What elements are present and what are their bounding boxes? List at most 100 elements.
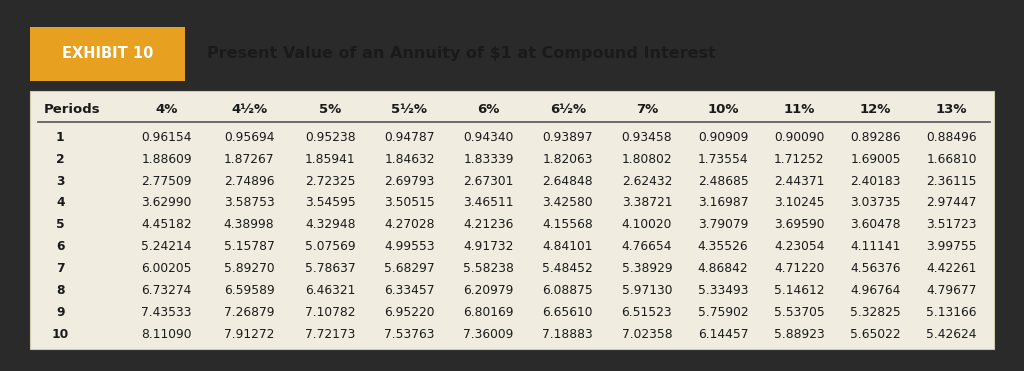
Text: Present Value of an Annuity of $1 at Compound Interest: Present Value of an Annuity of $1 at Com… bbox=[207, 46, 716, 61]
Text: 2.67301: 2.67301 bbox=[464, 174, 514, 187]
Text: 2.62432: 2.62432 bbox=[622, 174, 672, 187]
Text: 3.46511: 3.46511 bbox=[463, 196, 514, 209]
Text: 4.56376: 4.56376 bbox=[850, 262, 901, 275]
Text: 2.64848: 2.64848 bbox=[543, 174, 593, 187]
Text: 4.38998: 4.38998 bbox=[223, 218, 274, 231]
Text: 4%: 4% bbox=[156, 103, 178, 116]
Text: 6.20979: 6.20979 bbox=[464, 284, 514, 297]
Text: 1.73554: 1.73554 bbox=[697, 152, 749, 165]
Text: 2.69793: 2.69793 bbox=[384, 174, 434, 187]
Text: 0.90909: 0.90909 bbox=[698, 131, 749, 144]
Text: 6.33457: 6.33457 bbox=[384, 284, 435, 297]
Text: 5%: 5% bbox=[319, 103, 341, 116]
Text: 9: 9 bbox=[56, 306, 65, 319]
Text: 7: 7 bbox=[56, 262, 65, 275]
Text: 4.11141: 4.11141 bbox=[850, 240, 901, 253]
Text: 1.71252: 1.71252 bbox=[774, 152, 824, 165]
Text: 6.51523: 6.51523 bbox=[622, 306, 672, 319]
Text: 4.10020: 4.10020 bbox=[622, 218, 672, 231]
FancyBboxPatch shape bbox=[31, 91, 993, 349]
Text: 2.77509: 2.77509 bbox=[141, 174, 191, 187]
Text: 6%: 6% bbox=[477, 103, 500, 116]
Text: 4.42261: 4.42261 bbox=[927, 262, 977, 275]
Text: 0.95238: 0.95238 bbox=[305, 131, 355, 144]
Text: 5.75902: 5.75902 bbox=[697, 306, 749, 319]
Text: 5.78637: 5.78637 bbox=[305, 262, 355, 275]
Text: 1.85941: 1.85941 bbox=[305, 152, 355, 165]
Text: 13%: 13% bbox=[936, 103, 968, 116]
Text: 2.36115: 2.36115 bbox=[927, 174, 977, 187]
Text: 1.69005: 1.69005 bbox=[850, 152, 901, 165]
Text: 7.72173: 7.72173 bbox=[305, 328, 355, 341]
Text: 4.23054: 4.23054 bbox=[774, 240, 824, 253]
Text: 6.00205: 6.00205 bbox=[141, 262, 191, 275]
Text: 3.10245: 3.10245 bbox=[774, 196, 824, 209]
Text: 0.93458: 0.93458 bbox=[622, 131, 672, 144]
Text: 7.43533: 7.43533 bbox=[141, 306, 191, 319]
Text: 5.38929: 5.38929 bbox=[622, 262, 672, 275]
Text: 4.99553: 4.99553 bbox=[384, 240, 435, 253]
Text: 10%: 10% bbox=[708, 103, 739, 116]
Text: 3.79079: 3.79079 bbox=[698, 218, 749, 231]
Text: 3.50515: 3.50515 bbox=[384, 196, 435, 209]
Text: 5.89270: 5.89270 bbox=[223, 262, 274, 275]
Text: 3.03735: 3.03735 bbox=[850, 196, 901, 209]
Text: 1.87267: 1.87267 bbox=[224, 152, 274, 165]
Text: 7.91272: 7.91272 bbox=[224, 328, 274, 341]
Text: 8: 8 bbox=[56, 284, 65, 297]
Text: 4: 4 bbox=[56, 196, 65, 209]
Text: 11%: 11% bbox=[783, 103, 815, 116]
Text: 5.24214: 5.24214 bbox=[141, 240, 191, 253]
Text: 4.84101: 4.84101 bbox=[543, 240, 593, 253]
Text: 1.88609: 1.88609 bbox=[141, 152, 191, 165]
Text: 5.88923: 5.88923 bbox=[774, 328, 824, 341]
FancyBboxPatch shape bbox=[31, 27, 185, 81]
Text: 5.15787: 5.15787 bbox=[223, 240, 274, 253]
Text: 3.60478: 3.60478 bbox=[850, 218, 901, 231]
Text: 2.40183: 2.40183 bbox=[850, 174, 901, 187]
Text: EXHIBIT 10: EXHIBIT 10 bbox=[62, 46, 154, 61]
Text: 5½%: 5½% bbox=[391, 103, 427, 116]
Text: 1.83339: 1.83339 bbox=[463, 152, 514, 165]
Text: 8.11090: 8.11090 bbox=[141, 328, 191, 341]
Text: Periods: Periods bbox=[43, 103, 100, 116]
Text: 3.42580: 3.42580 bbox=[543, 196, 593, 209]
Text: 6.73274: 6.73274 bbox=[141, 284, 191, 297]
Text: 4.15568: 4.15568 bbox=[543, 218, 593, 231]
Text: 4.45182: 4.45182 bbox=[141, 218, 191, 231]
Text: 5.14612: 5.14612 bbox=[774, 284, 824, 297]
Text: 7.26879: 7.26879 bbox=[224, 306, 274, 319]
Text: 4.96764: 4.96764 bbox=[850, 284, 901, 297]
Text: 5.58238: 5.58238 bbox=[463, 262, 514, 275]
Text: 5: 5 bbox=[56, 218, 65, 231]
Text: 1.80802: 1.80802 bbox=[622, 152, 672, 165]
Text: 0.89286: 0.89286 bbox=[850, 131, 901, 144]
Text: 0.88496: 0.88496 bbox=[927, 131, 977, 144]
Text: 0.95694: 0.95694 bbox=[224, 131, 274, 144]
Text: 4½%: 4½% bbox=[231, 103, 267, 116]
Text: 4.21236: 4.21236 bbox=[464, 218, 514, 231]
Text: 3.38721: 3.38721 bbox=[622, 196, 672, 209]
Text: 6½%: 6½% bbox=[550, 103, 586, 116]
Text: 7.02358: 7.02358 bbox=[622, 328, 672, 341]
Text: 2.74896: 2.74896 bbox=[224, 174, 274, 187]
Text: 0.94787: 0.94787 bbox=[384, 131, 435, 144]
Text: 7.53763: 7.53763 bbox=[384, 328, 435, 341]
Text: 6.65610: 6.65610 bbox=[543, 306, 593, 319]
Text: 2.44371: 2.44371 bbox=[774, 174, 824, 187]
Text: 5.65022: 5.65022 bbox=[850, 328, 901, 341]
Text: 1: 1 bbox=[56, 131, 65, 144]
Text: 0.90090: 0.90090 bbox=[774, 131, 824, 144]
Text: 4.76654: 4.76654 bbox=[622, 240, 672, 253]
Text: 4.86842: 4.86842 bbox=[697, 262, 749, 275]
Text: 7%: 7% bbox=[636, 103, 658, 116]
Text: 6.95220: 6.95220 bbox=[384, 306, 435, 319]
Text: 0.93897: 0.93897 bbox=[543, 131, 593, 144]
Text: 5.42624: 5.42624 bbox=[927, 328, 977, 341]
Text: 4.91732: 4.91732 bbox=[464, 240, 514, 253]
Text: 4.71220: 4.71220 bbox=[774, 262, 824, 275]
Text: 0.96154: 0.96154 bbox=[141, 131, 191, 144]
Text: 5.68297: 5.68297 bbox=[384, 262, 435, 275]
Text: 4.79677: 4.79677 bbox=[927, 284, 977, 297]
Text: 5.13166: 5.13166 bbox=[927, 306, 977, 319]
